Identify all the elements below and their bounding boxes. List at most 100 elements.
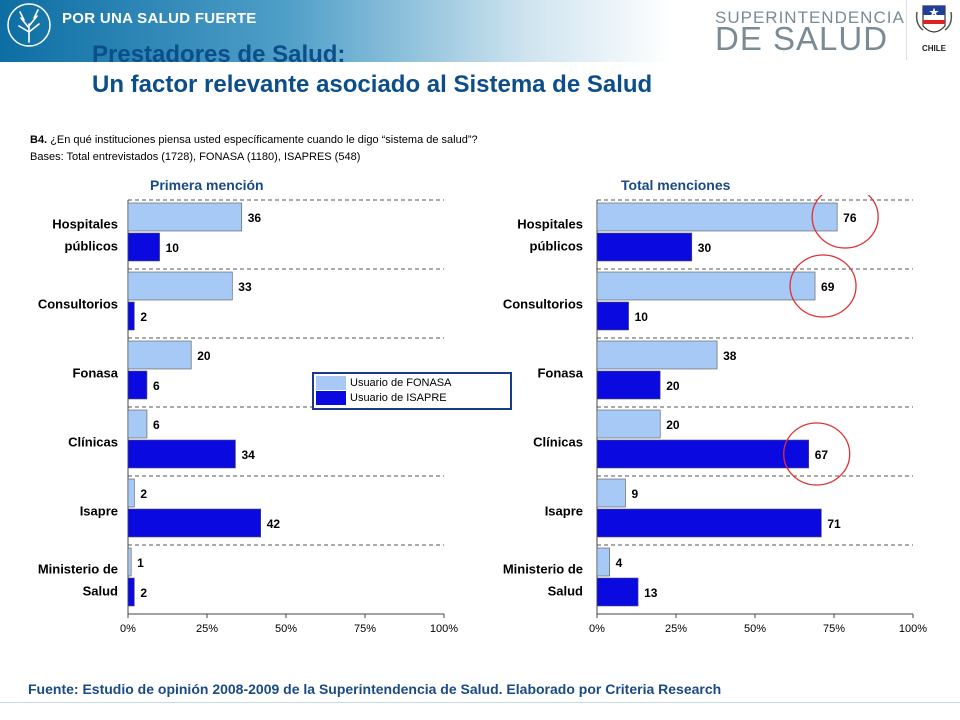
- bar-fonasa: [596, 202, 838, 232]
- category-label: Consultorios: [38, 297, 118, 312]
- bar-isapre: [596, 508, 822, 538]
- x-tick-label: 100%: [430, 623, 458, 635]
- superintendencia-logo: SUPERINTENDENCIA DE SALUD: [715, 8, 905, 55]
- highlight-circle: [783, 422, 851, 486]
- data-label: 2: [140, 310, 147, 324]
- legend-swatch-isapre: [316, 391, 346, 405]
- data-label: 30: [698, 241, 712, 255]
- data-label: 38: [723, 349, 737, 363]
- data-label: 13: [644, 586, 658, 600]
- category-label: Ministerio de: [503, 562, 583, 577]
- x-tick-label: 100%: [899, 623, 927, 635]
- category-label: Isapre: [80, 504, 118, 519]
- category-label: públicos: [65, 239, 118, 254]
- category-label: Salud: [83, 584, 118, 599]
- data-label: 42: [267, 517, 281, 531]
- bar-isapre: [127, 232, 160, 262]
- bar-isapre: [596, 439, 810, 469]
- data-label: 69: [821, 280, 835, 294]
- x-tick-label: 25%: [665, 623, 687, 635]
- data-label: 9: [631, 487, 638, 501]
- bar-isapre: [596, 301, 629, 331]
- source-note: Fuente: Estudio de opinión 2008-2009 de …: [28, 681, 722, 697]
- bar-isapre: [127, 508, 262, 538]
- tree-logo-icon: [7, 3, 51, 47]
- legend-label-isapre: Usuario de ISAPRE: [350, 392, 447, 404]
- highlight-circle: [789, 254, 857, 318]
- legend-item-fonasa: Usuario de FONASA: [316, 376, 506, 390]
- coat-of-arms-icon: [915, 5, 953, 33]
- legend-swatch-fonasa: [316, 376, 346, 390]
- category-label: Clínicas: [68, 435, 118, 450]
- bar-isapre: [596, 577, 639, 607]
- bar-fonasa: [596, 340, 718, 370]
- legend-item-isapre: Usuario de ISAPRE: [316, 391, 506, 405]
- category-label: Clínicas: [533, 435, 583, 450]
- chart-title-primera: Primera mención: [150, 177, 264, 193]
- data-label: 6: [153, 379, 160, 393]
- bar-fonasa: [127, 547, 132, 577]
- category-label: públicos: [530, 239, 583, 254]
- legend-label-fonasa: Usuario de FONASA: [350, 377, 452, 389]
- x-tick-label: 75%: [823, 623, 845, 635]
- bar-fonasa: [127, 340, 192, 370]
- data-label: 2: [140, 586, 147, 600]
- x-tick-label: 0%: [120, 623, 136, 635]
- data-label: 4: [616, 556, 623, 570]
- data-label: 10: [166, 241, 180, 255]
- agency-line1: SUPERINTENDENCIA: [715, 8, 905, 27]
- bar-isapre: [127, 301, 135, 331]
- data-label: 20: [666, 418, 680, 432]
- category-label: Salud: [548, 584, 583, 599]
- x-tick-label: 0%: [589, 623, 605, 635]
- data-label: 20: [197, 349, 211, 363]
- slogan: POR UNA SALUD FUERTE: [62, 10, 257, 27]
- category-label: Consultorios: [503, 297, 583, 312]
- x-tick-label: 50%: [744, 623, 766, 635]
- chart-primera-mencion: 0% 25% 50% 75% 100% Hospitales públicos 36 10 Con…: [38, 199, 458, 635]
- category-label: Fonasa: [537, 366, 583, 381]
- data-label: 67: [815, 448, 829, 462]
- data-label: 76: [843, 211, 857, 225]
- question-code: B4.: [30, 134, 48, 146]
- bar-fonasa: [127, 478, 135, 508]
- highlight-circle: [811, 195, 879, 249]
- data-label: 34: [241, 448, 255, 462]
- x-tick-label: 25%: [196, 623, 218, 635]
- bar-isapre: [127, 439, 236, 469]
- gov-text: CHILE: [922, 44, 946, 53]
- chart-total-menciones: 0% 25% 50% 75% 100% Hospitales públicos 76 30 Con…: [503, 195, 927, 635]
- government-logo: CHILE: [906, 0, 960, 60]
- survey-bases: Bases: Total entrevistados (1728), FONAS…: [30, 151, 361, 163]
- data-label: 6: [153, 418, 160, 432]
- bar-fonasa: [596, 409, 661, 439]
- data-label: 20: [666, 379, 680, 393]
- bar-isapre: [127, 370, 148, 400]
- bar-isapre: [127, 577, 135, 607]
- x-tick-label: 75%: [354, 623, 376, 635]
- bar-fonasa: [127, 202, 243, 232]
- data-label: 71: [827, 517, 841, 531]
- category-label: Isapre: [545, 504, 583, 519]
- page-title: Prestadores de Salud: Un factor relevant…: [92, 40, 652, 100]
- data-label: 1: [137, 556, 144, 570]
- header-banner: POR UNA SALUD FUERTE: [0, 0, 960, 62]
- category-label: Ministerio de: [38, 562, 118, 577]
- survey-question: B4. ¿En qué instituciones piensa usted e…: [30, 134, 478, 146]
- bar-isapre: [596, 370, 661, 400]
- category-label: Hospitales: [517, 217, 583, 232]
- chart-title-total: Total menciones: [621, 177, 731, 193]
- data-label: 10: [635, 310, 649, 324]
- x-tick-label: 50%: [275, 623, 297, 635]
- bar-isapre: [596, 232, 693, 262]
- title-line-2: Un factor relevante asociado al Sistema …: [92, 71, 653, 98]
- data-label: 2: [140, 487, 147, 501]
- divider: [0, 702, 960, 703]
- chart-legend: Usuario de FONASA Usuario de ISAPRE: [312, 372, 512, 410]
- bar-fonasa: [127, 409, 148, 439]
- bar-fonasa: [127, 271, 233, 301]
- question-text: ¿En qué instituciones piensa usted espec…: [50, 134, 478, 146]
- title-line-1: Prestadores de Salud:: [92, 41, 346, 68]
- category-label: Hospitales: [52, 217, 118, 232]
- data-label: 33: [238, 280, 252, 294]
